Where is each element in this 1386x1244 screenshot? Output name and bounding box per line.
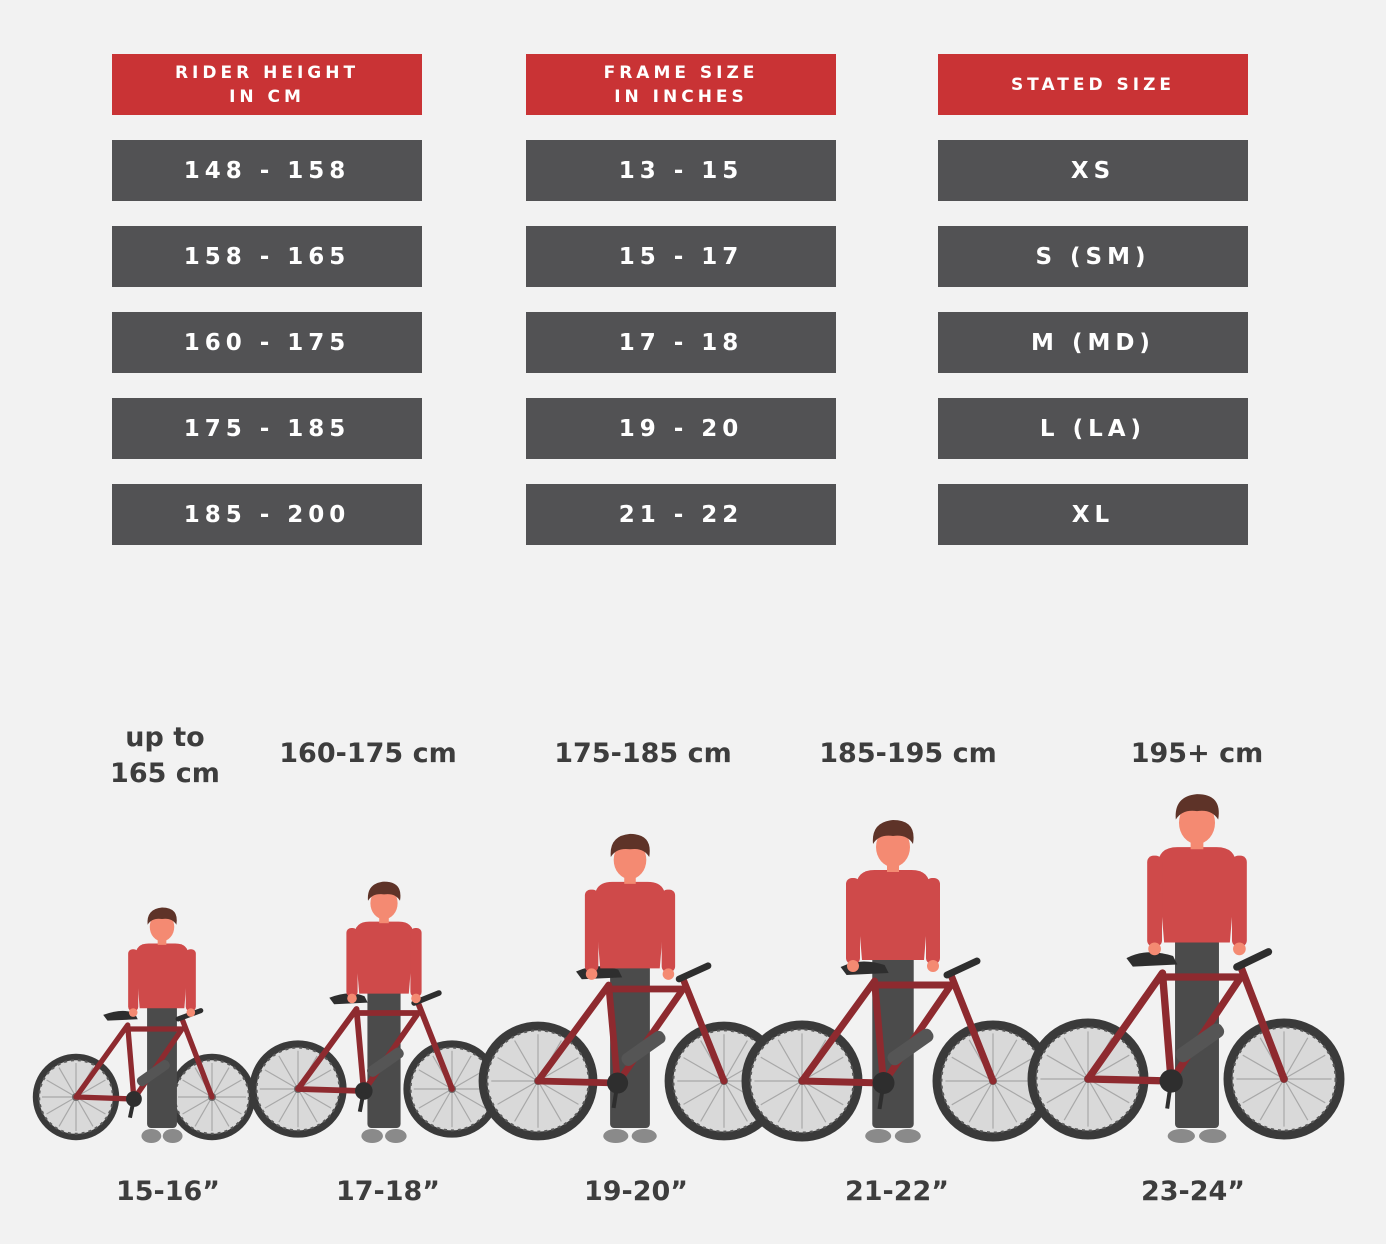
rider-head: [1178, 801, 1216, 844]
rider-height-column: RIDER HEIGHT IN CM 148 - 158 158 - 165 1…: [112, 54, 422, 545]
rider-legs: [1175, 938, 1219, 1128]
rider-with-bicycle: [741, 820, 1054, 1143]
stated-size-column: STATED SIZE XS S (SM) M (MD) L (LA) XL: [938, 54, 1248, 545]
stated-size-cell: L (LA): [938, 398, 1248, 459]
bicycle-pedal-arm: [357, 1090, 366, 1113]
rider-arm: [128, 949, 139, 1012]
water-bottle: [887, 1028, 934, 1066]
rider-height-cell: 160 - 175: [112, 312, 422, 373]
frame-size-label: 15-16”: [115, 1176, 221, 1207]
rider-shoe: [361, 1129, 383, 1143]
rider-hand: [662, 968, 675, 980]
rider-shirt: [354, 921, 414, 994]
rider-hair: [367, 881, 401, 901]
frame-size-header: FRAME SIZE IN INCHES: [526, 54, 836, 115]
rider-arm: [410, 928, 422, 997]
rider-shirt: [856, 870, 930, 960]
rider-shoe: [631, 1129, 657, 1143]
rider-head: [370, 887, 398, 920]
frame-size-label: 21-22”: [844, 1176, 950, 1207]
rider-shoe: [1167, 1129, 1195, 1143]
rider-head: [613, 840, 647, 880]
rider-shirt: [135, 943, 189, 1009]
frame-size-cell: 21 - 22: [526, 484, 836, 545]
bicycle-seat: [1126, 952, 1178, 967]
rider-hair: [610, 833, 650, 857]
bicycle-pedal-arm: [1165, 1080, 1174, 1109]
rider-head: [149, 912, 175, 942]
rider-hair: [147, 907, 177, 925]
bicycle-crank: [126, 1091, 142, 1107]
rider-arm: [661, 889, 676, 973]
stated-size-cell: M (MD): [938, 312, 1248, 373]
bicycle-handlebar: [675, 962, 712, 983]
rider-head: [876, 827, 910, 867]
stated-size-cell: XS: [938, 140, 1248, 201]
stated-size-cell: XL: [938, 484, 1248, 545]
frame-size-label: 23-24”: [1140, 1176, 1246, 1207]
rider-with-bicycle: [478, 833, 784, 1143]
rider-height-cell: 175 - 185: [112, 398, 422, 459]
rider-height-label: 160-175 cm: [279, 738, 457, 769]
rider-shoe: [162, 1129, 183, 1143]
rider-hair: [1175, 794, 1219, 820]
rider-hand: [128, 1008, 138, 1017]
rider-shoe: [894, 1129, 921, 1143]
bicycle-pedal-arm: [877, 1082, 886, 1110]
frame-size-cell: 19 - 20: [526, 398, 836, 459]
rider-hand: [1148, 942, 1161, 956]
rider-arm: [346, 928, 358, 997]
rider-height-label: up to 165 cm: [110, 722, 220, 789]
frame-size-column: FRAME SIZE IN INCHES 13 - 15 15 - 17 17 …: [526, 54, 836, 545]
rider-height-label: 195+ cm: [1130, 738, 1264, 769]
rider-shoe: [603, 1129, 629, 1143]
stated-size-cell: S (SM): [938, 226, 1248, 287]
rider-shirt: [1157, 847, 1237, 943]
bicycle-pedal-arm: [127, 1098, 136, 1119]
rider-with-bicycle: [32, 907, 256, 1143]
rider-hair: [872, 820, 914, 844]
frame-size-cell: 17 - 18: [526, 312, 836, 373]
rider-shoe: [865, 1129, 892, 1143]
rider-hand: [927, 960, 939, 972]
rider-arm: [1147, 855, 1163, 947]
rider-height-label: 185-195 cm: [819, 738, 997, 769]
frame-size-cell: 15 - 17: [526, 226, 836, 287]
rider-hand: [411, 993, 421, 1004]
rider-height-cell: 185 - 200: [112, 484, 422, 545]
rider-illustration-scene: [32, 794, 1345, 1143]
rider-with-bicycle: [1027, 794, 1345, 1143]
rider-arm: [926, 878, 940, 964]
water-bottle: [1175, 1023, 1225, 1063]
rider-arm: [185, 949, 196, 1012]
bicycle-handlebar: [943, 957, 981, 979]
stated-size-header: STATED SIZE: [938, 54, 1248, 115]
rider-with-bicycle: [249, 881, 501, 1143]
water-bottle: [136, 1059, 170, 1087]
bicycle-handlebar: [1233, 948, 1273, 971]
rider-height-cell: 158 - 165: [112, 226, 422, 287]
rider-shirt: [594, 881, 666, 969]
rider-hand: [585, 968, 598, 980]
rider-shoe: [1199, 1129, 1227, 1143]
rider-arm: [1231, 855, 1247, 947]
rider-hand: [186, 1008, 196, 1017]
rider-height-header: RIDER HEIGHT IN CM: [112, 54, 422, 115]
bicycle-pedal-arm: [611, 1082, 620, 1109]
rider-shoe: [385, 1129, 407, 1143]
rider-hand: [1233, 942, 1246, 956]
water-bottle: [621, 1030, 666, 1066]
frame-size-cell: 13 - 15: [526, 140, 836, 201]
rider-shoe: [141, 1129, 162, 1143]
frame-size-label: 19-20”: [583, 1176, 689, 1207]
water-bottle: [367, 1047, 404, 1077]
rider-arm: [584, 889, 599, 973]
rider-height-label: 175-185 cm: [554, 738, 732, 769]
rider-hand: [847, 960, 859, 972]
rider-arm: [846, 878, 860, 964]
frame-size-label: 17-18”: [335, 1176, 441, 1207]
rider-hand: [347, 993, 357, 1004]
rider-height-cell: 148 - 158: [112, 140, 422, 201]
